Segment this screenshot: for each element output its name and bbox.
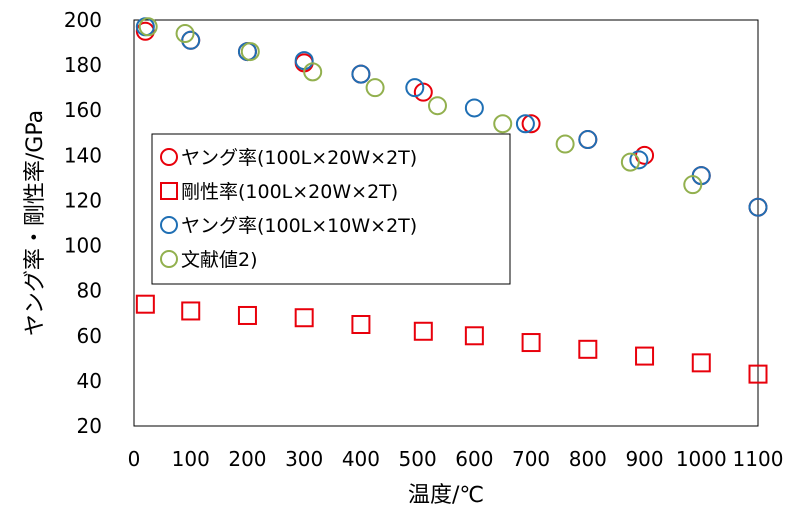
circle-marker: [351, 64, 371, 84]
data-markers: [135, 17, 768, 384]
y-tick-label: 140: [64, 143, 102, 167]
x-tick-label: 1100: [733, 447, 784, 471]
x-tick-label: 100: [172, 447, 210, 471]
y-tick-label: 100: [64, 234, 102, 258]
circle-marker: [175, 24, 195, 44]
series-2: [135, 294, 768, 384]
x-tick-labels: 0 100 200 300 400 500 600 700 800 900 1000 1100: [128, 447, 784, 471]
square-marker: [351, 315, 371, 334]
circle-marker: [405, 78, 425, 98]
legend-marker: [160, 148, 178, 166]
circle-marker: [683, 175, 703, 195]
y-tick-label: 20: [77, 414, 102, 438]
y-tick-label: 40: [77, 369, 102, 393]
square-marker: [635, 346, 655, 366]
square-marker: [294, 308, 314, 328]
x-tick-label: 700: [512, 447, 550, 471]
y-axis-title: ヤング率・剛性率/GPa: [23, 110, 48, 336]
circle-marker: [135, 21, 155, 41]
x-tick-label: 1000: [676, 447, 727, 471]
square-marker: [237, 305, 257, 325]
legend: ヤング率(100L×20W×2T) 剛性率(100L×20W×2T) ヤング率(10…: [151, 133, 511, 285]
x-tick-label: 300: [285, 447, 323, 471]
circle-marker: [620, 152, 640, 172]
series-4: [138, 17, 703, 195]
legend-marker: [160, 250, 178, 268]
square-marker: [413, 321, 433, 341]
y-tick-label: 160: [64, 98, 102, 122]
circle-marker: [464, 98, 484, 118]
legend-marker: [160, 216, 178, 234]
x-tick-label: 900: [625, 447, 663, 471]
y-tick-label: 120: [64, 188, 102, 212]
x-tick-label: 600: [455, 447, 493, 471]
x-tick-label: 0: [128, 447, 141, 471]
circle-marker: [748, 197, 768, 217]
x-tick-label: 400: [342, 447, 380, 471]
circle-marker: [629, 150, 649, 170]
square-marker: [691, 353, 711, 373]
square-marker: [135, 294, 155, 314]
y-tick-label: 200: [64, 8, 102, 32]
square-marker: [181, 301, 201, 321]
square-marker: [464, 326, 484, 346]
legend-marker: [160, 182, 178, 200]
y-tick-label: 80: [77, 279, 102, 303]
legend-box: [151, 133, 511, 285]
y-tick-label: 60: [77, 324, 102, 348]
x-tick-label: 800: [569, 447, 607, 471]
circle-marker: [515, 114, 535, 134]
x-axis-title: 温度/℃: [408, 483, 484, 508]
circle-marker: [521, 114, 541, 134]
x-tick-label: 200: [228, 447, 266, 471]
circle-marker: [493, 114, 513, 134]
legend-label: 剛性率(100L×20W×2T): [181, 181, 398, 203]
square-marker: [521, 333, 541, 353]
legend-label: ヤング率(100L×10W×2T): [181, 215, 417, 237]
square-marker: [578, 339, 598, 359]
circle-marker: [365, 78, 385, 98]
circle-marker: [578, 130, 598, 150]
x-tick-label: 500: [399, 447, 437, 471]
legend-label: 文献値2): [181, 249, 258, 271]
circle-marker: [427, 96, 447, 116]
square-marker: [748, 364, 768, 384]
circle-marker: [138, 17, 158, 37]
y-tick-labels: 20 40 60 80 100 120 140 160 180 200: [64, 8, 102, 438]
y-tick-label: 180: [64, 53, 102, 77]
legend-label: ヤング率(100L×20W×2T): [181, 147, 417, 169]
circle-marker: [303, 62, 323, 82]
circle-marker: [181, 30, 201, 50]
circle-marker: [240, 42, 260, 62]
circle-marker: [555, 134, 575, 154]
